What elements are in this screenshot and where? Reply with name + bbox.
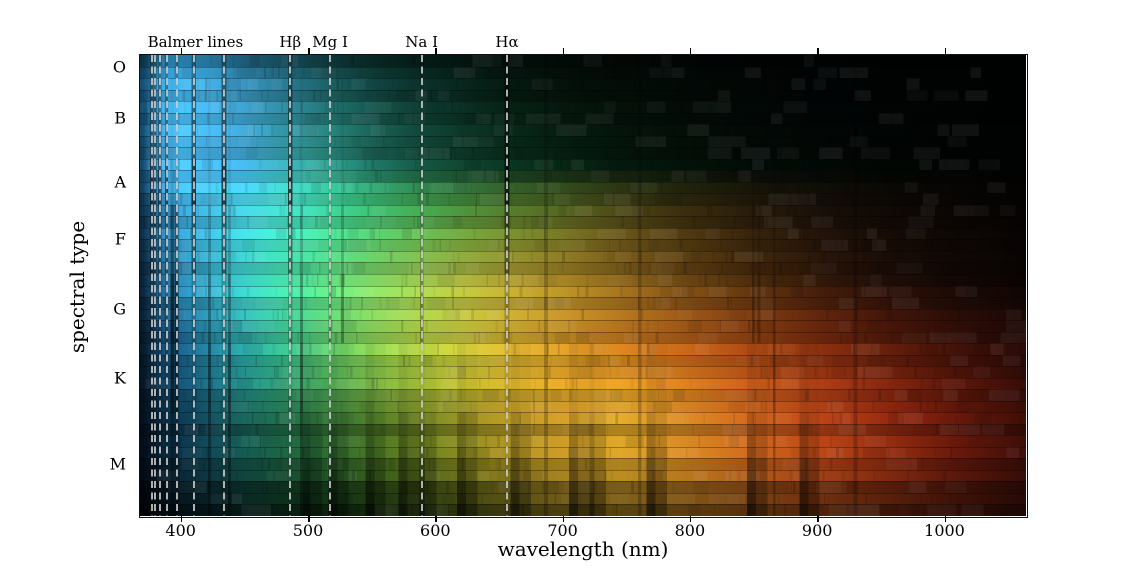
x-tick-label: 700 [547, 521, 578, 540]
x-axis-tick [817, 516, 819, 522]
x-tick-label: 400 [165, 521, 196, 540]
x-axis-tick [308, 516, 310, 522]
spectrum-row-G4 [140, 308, 1026, 321]
y-tick-label: F [114, 229, 126, 249]
spectrum-row-A1 [140, 158, 1026, 171]
spectrum-row-B2 [140, 89, 1026, 102]
spectrum-row-B3 [140, 101, 1026, 114]
spectrum-row-F4 [140, 239, 1026, 252]
annotation-label: Mg I [312, 33, 348, 51]
y-tick-label: B [114, 108, 126, 128]
spectrum-row-M9 [140, 504, 1026, 516]
spectrum-row-K6 [140, 400, 1026, 413]
x-axis-top-tick [817, 48, 819, 55]
spectrum-row-K5 [140, 389, 1026, 402]
spectrum-row-K1 [140, 343, 1026, 356]
x-axis-tick [180, 516, 183, 522]
x-axis-top-tick [944, 48, 946, 55]
spectrum-row-K3 [140, 366, 1026, 379]
x-tick-label: 600 [420, 521, 451, 540]
spectrum-row-A2 [140, 170, 1026, 183]
y-tick-label: K [114, 368, 126, 388]
x-axis-top-tick [308, 48, 310, 55]
spectrum-row-B1 [140, 78, 1026, 91]
annotation-line [165, 55, 168, 516]
spectrum-row-B4 [140, 112, 1026, 125]
spectrum-row-M5 [140, 458, 1026, 471]
annotation-line [150, 55, 153, 516]
spectrum-row-F6 [140, 262, 1026, 275]
spectrum-row-M2 [140, 423, 1026, 436]
spectrum-row-F1 [140, 204, 1026, 217]
annotation-label: Hβ [279, 33, 302, 51]
spectrum-row-G5 [140, 320, 1026, 333]
annotation-label: Hα [495, 33, 519, 51]
x-axis-tick [944, 516, 946, 522]
annotation-line [223, 55, 225, 516]
annotation-line [158, 55, 161, 516]
annotation-line [506, 55, 508, 516]
annotation-line [175, 55, 178, 516]
spectrum-row-F5 [140, 250, 1026, 264]
spectrum-row-O1 [140, 55, 1026, 68]
y-tick-label: A [114, 172, 126, 192]
y-tick-label: G [113, 299, 126, 319]
x-axis-label: wavelength (nm) [497, 537, 669, 561]
x-axis-top-tick [562, 48, 565, 55]
x-tick-label: 1000 [924, 521, 965, 540]
spectrum-row-M1 [140, 412, 1026, 425]
x-tick-label: 800 [674, 521, 706, 540]
spectrum-row-F3 [140, 227, 1026, 240]
y-tick-label: O [112, 57, 126, 76]
annotation-label: Balmer lines [147, 33, 244, 51]
plot-area [140, 55, 1026, 516]
x-tick-label: 900 [801, 521, 833, 540]
annotation-line [154, 55, 156, 516]
spectrum-row-M8 [140, 492, 1026, 506]
spectrum-row-B6 [140, 135, 1026, 148]
spectrum-row-K2 [140, 354, 1026, 367]
annotation-line [420, 55, 423, 516]
annotation-line [289, 55, 292, 516]
spectrum-row-G6 [140, 331, 1026, 344]
spectrum-row-O2 [140, 66, 1026, 79]
x-axis-tick [562, 516, 565, 522]
spectrum-row-G2 [140, 285, 1026, 298]
annotation-line [192, 55, 195, 516]
spectrum-row-A3 [140, 181, 1026, 194]
annotation-label: Na I [405, 33, 439, 51]
x-axis-tick [435, 516, 437, 522]
x-axis-top-tick [435, 48, 437, 55]
spectrum-row-F2 [140, 216, 1026, 229]
spectrum-row-B5 [140, 124, 1026, 137]
x-axis-tick [689, 516, 692, 522]
spectrum-row-K4 [140, 377, 1026, 390]
spectrum-row-M3 [140, 435, 1026, 448]
x-axis-top-tick [180, 48, 183, 55]
spectrum-row-B7 [140, 147, 1026, 160]
spectrum-row-A4 [140, 193, 1026, 206]
spectrum-row-M6 [140, 469, 1026, 483]
spectrum-row-M7 [140, 481, 1026, 494]
x-tick-label: 500 [292, 521, 324, 540]
spectrum-row-G1 [140, 273, 1026, 287]
annotation-line [329, 55, 332, 516]
spectrum-row-G3 [140, 297, 1026, 310]
y-tick-label: M [109, 454, 126, 474]
x-axis-top-tick [689, 48, 692, 55]
spectrum-row-M4 [140, 446, 1026, 459]
